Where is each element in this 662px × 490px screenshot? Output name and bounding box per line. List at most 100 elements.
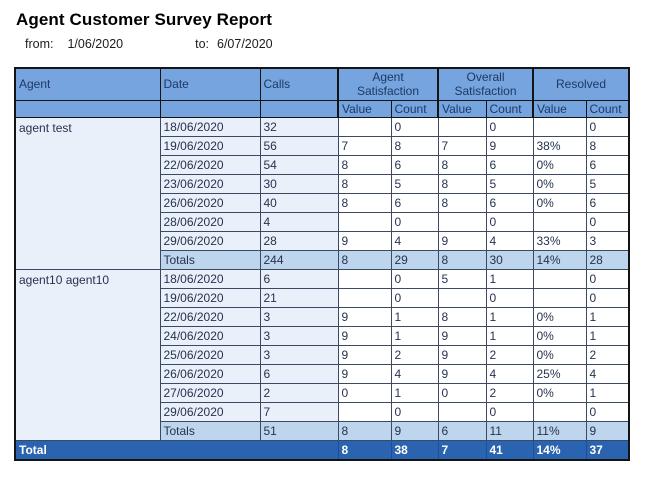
to-label: to: bbox=[195, 37, 209, 51]
totals-calls-cell: 244 bbox=[259, 249, 339, 270]
totals-value-cell: 29 bbox=[390, 249, 439, 270]
value-cell: 9 bbox=[437, 344, 487, 365]
date-cell: 24/06/2020 bbox=[159, 325, 261, 346]
totals-value-cell: 9 bbox=[390, 420, 439, 441]
group-label: Overall Satisfaction bbox=[454, 70, 517, 99]
value-cell bbox=[532, 401, 587, 422]
value-cell: 3 bbox=[585, 230, 630, 251]
value-cell bbox=[437, 401, 487, 422]
value-cell: 0% bbox=[532, 382, 587, 403]
value-cell: 1 bbox=[485, 306, 534, 327]
value-cell: 4 bbox=[485, 230, 534, 251]
totals-label-cell: Totals bbox=[159, 420, 261, 441]
from-date-value: 1/06/2020 bbox=[67, 37, 124, 51]
value-cell: 5 bbox=[585, 173, 630, 194]
table-row: 19/06/2020 21 0 0 0 bbox=[15, 287, 630, 308]
value-cell: 1 bbox=[585, 325, 630, 346]
value-cell: 4 bbox=[585, 363, 630, 384]
col-header-empty bbox=[259, 99, 339, 118]
grand-total-value-cell: 37 bbox=[585, 439, 630, 460]
value-cell: 0% bbox=[532, 325, 587, 346]
value-cell: 8 bbox=[437, 154, 487, 175]
value-cell: 8 bbox=[337, 154, 392, 175]
date-range: from: 1/06/2020 to: 6/07/2020 bbox=[25, 37, 662, 51]
col-header-count: Count bbox=[485, 99, 534, 118]
calls-cell: 21 bbox=[259, 287, 339, 308]
value-cell bbox=[337, 211, 392, 232]
calls-cell: 3 bbox=[259, 306, 339, 327]
value-cell: 7 bbox=[337, 135, 392, 156]
value-cell: 5 bbox=[485, 173, 534, 194]
date-cell: 27/06/2020 bbox=[159, 382, 261, 403]
calls-cell: 7 bbox=[259, 401, 339, 422]
col-header-calls: Calls bbox=[259, 67, 339, 101]
value-cell bbox=[532, 268, 587, 289]
col-header-value: Value bbox=[337, 99, 392, 118]
group-label: Agent Satisfaction bbox=[356, 70, 420, 99]
to-date-value: 6/07/2020 bbox=[217, 37, 273, 51]
page-title: Agent Customer Survey Report bbox=[16, 10, 272, 29]
value-cell: 5 bbox=[390, 173, 439, 194]
calls-cell: 54 bbox=[259, 154, 339, 175]
table-body: agent test 18/06/2020 32 0 0 0 19/06/2020 56 7 8 7… bbox=[14, 116, 630, 460]
value-cell: 0 bbox=[390, 116, 439, 137]
value-cell: 4 bbox=[390, 230, 439, 251]
table-row: 29/06/2020 7 0 0 0 bbox=[15, 401, 630, 422]
value-cell bbox=[337, 287, 392, 308]
calls-cell: 6 bbox=[259, 363, 339, 384]
col-header-count: Count bbox=[585, 99, 630, 118]
grand-total-label-cell: Total bbox=[14, 439, 339, 460]
value-cell: 0% bbox=[532, 173, 587, 194]
table-header: Agent Date Calls Agent Satisfaction Over… bbox=[14, 67, 630, 118]
value-cell bbox=[437, 116, 487, 137]
value-cell: 9 bbox=[337, 344, 392, 365]
calls-cell: 4 bbox=[259, 211, 339, 232]
calls-cell: 30 bbox=[259, 173, 339, 194]
value-cell bbox=[337, 401, 392, 422]
value-cell: 0 bbox=[585, 116, 630, 137]
col-group-resolved: Resolved bbox=[532, 67, 630, 101]
table-row: agent test 18/06/2020 32 0 0 0 bbox=[14, 116, 630, 270]
value-cell: 6 bbox=[485, 192, 534, 213]
value-cell: 2 bbox=[390, 344, 439, 365]
value-cell: 0 bbox=[485, 287, 534, 308]
col-header-empty bbox=[159, 99, 261, 118]
col-group-agent-satisfaction: Agent Satisfaction bbox=[337, 67, 439, 101]
value-cell: 8 bbox=[390, 135, 439, 156]
table-row: 29/06/2020 28 9 4 9 4 33% 3 bbox=[15, 230, 630, 251]
totals-value-cell: 6 bbox=[437, 420, 487, 441]
col-header-empty bbox=[14, 99, 161, 118]
totals-value-cell: 8 bbox=[337, 249, 392, 270]
value-cell: 2 bbox=[485, 344, 534, 365]
totals-value-cell: 14% bbox=[532, 249, 587, 270]
calls-cell: 6 bbox=[259, 268, 339, 289]
value-cell: 0% bbox=[532, 306, 587, 327]
table-row: 19/06/2020 56 7 8 7 9 38% 8 bbox=[15, 135, 630, 156]
grand-total-row: Total 8 38 7 41 14% 37 bbox=[14, 439, 630, 460]
value-cell: 6 bbox=[585, 154, 630, 175]
value-cell: 9 bbox=[337, 306, 392, 327]
date-cell: 29/06/2020 bbox=[159, 230, 261, 251]
value-cell: 0 bbox=[437, 382, 487, 403]
value-cell: 0 bbox=[585, 287, 630, 308]
grand-total-value-cell: 38 bbox=[390, 439, 439, 460]
value-cell: 1 bbox=[390, 382, 439, 403]
value-cell: 1 bbox=[485, 268, 534, 289]
value-cell: 1 bbox=[485, 325, 534, 346]
totals-row: Totals 51 8 9 6 11 11% 9 bbox=[15, 420, 630, 441]
calls-cell: 2 bbox=[259, 382, 339, 403]
date-cell: 19/06/2020 bbox=[159, 287, 261, 308]
value-cell: 8 bbox=[437, 306, 487, 327]
value-cell: 4 bbox=[390, 363, 439, 384]
value-cell: 4 bbox=[485, 363, 534, 384]
value-cell: 1 bbox=[585, 382, 630, 403]
value-cell: 9 bbox=[485, 135, 534, 156]
value-cell: 8 bbox=[437, 192, 487, 213]
value-cell: 6 bbox=[585, 192, 630, 213]
value-cell: 9 bbox=[437, 325, 487, 346]
totals-value-cell: 28 bbox=[585, 249, 630, 270]
value-cell: 6 bbox=[390, 154, 439, 175]
value-cell: 0 bbox=[390, 401, 439, 422]
grand-total-value-cell: 8 bbox=[337, 439, 392, 460]
col-header-date: Date bbox=[159, 67, 261, 101]
